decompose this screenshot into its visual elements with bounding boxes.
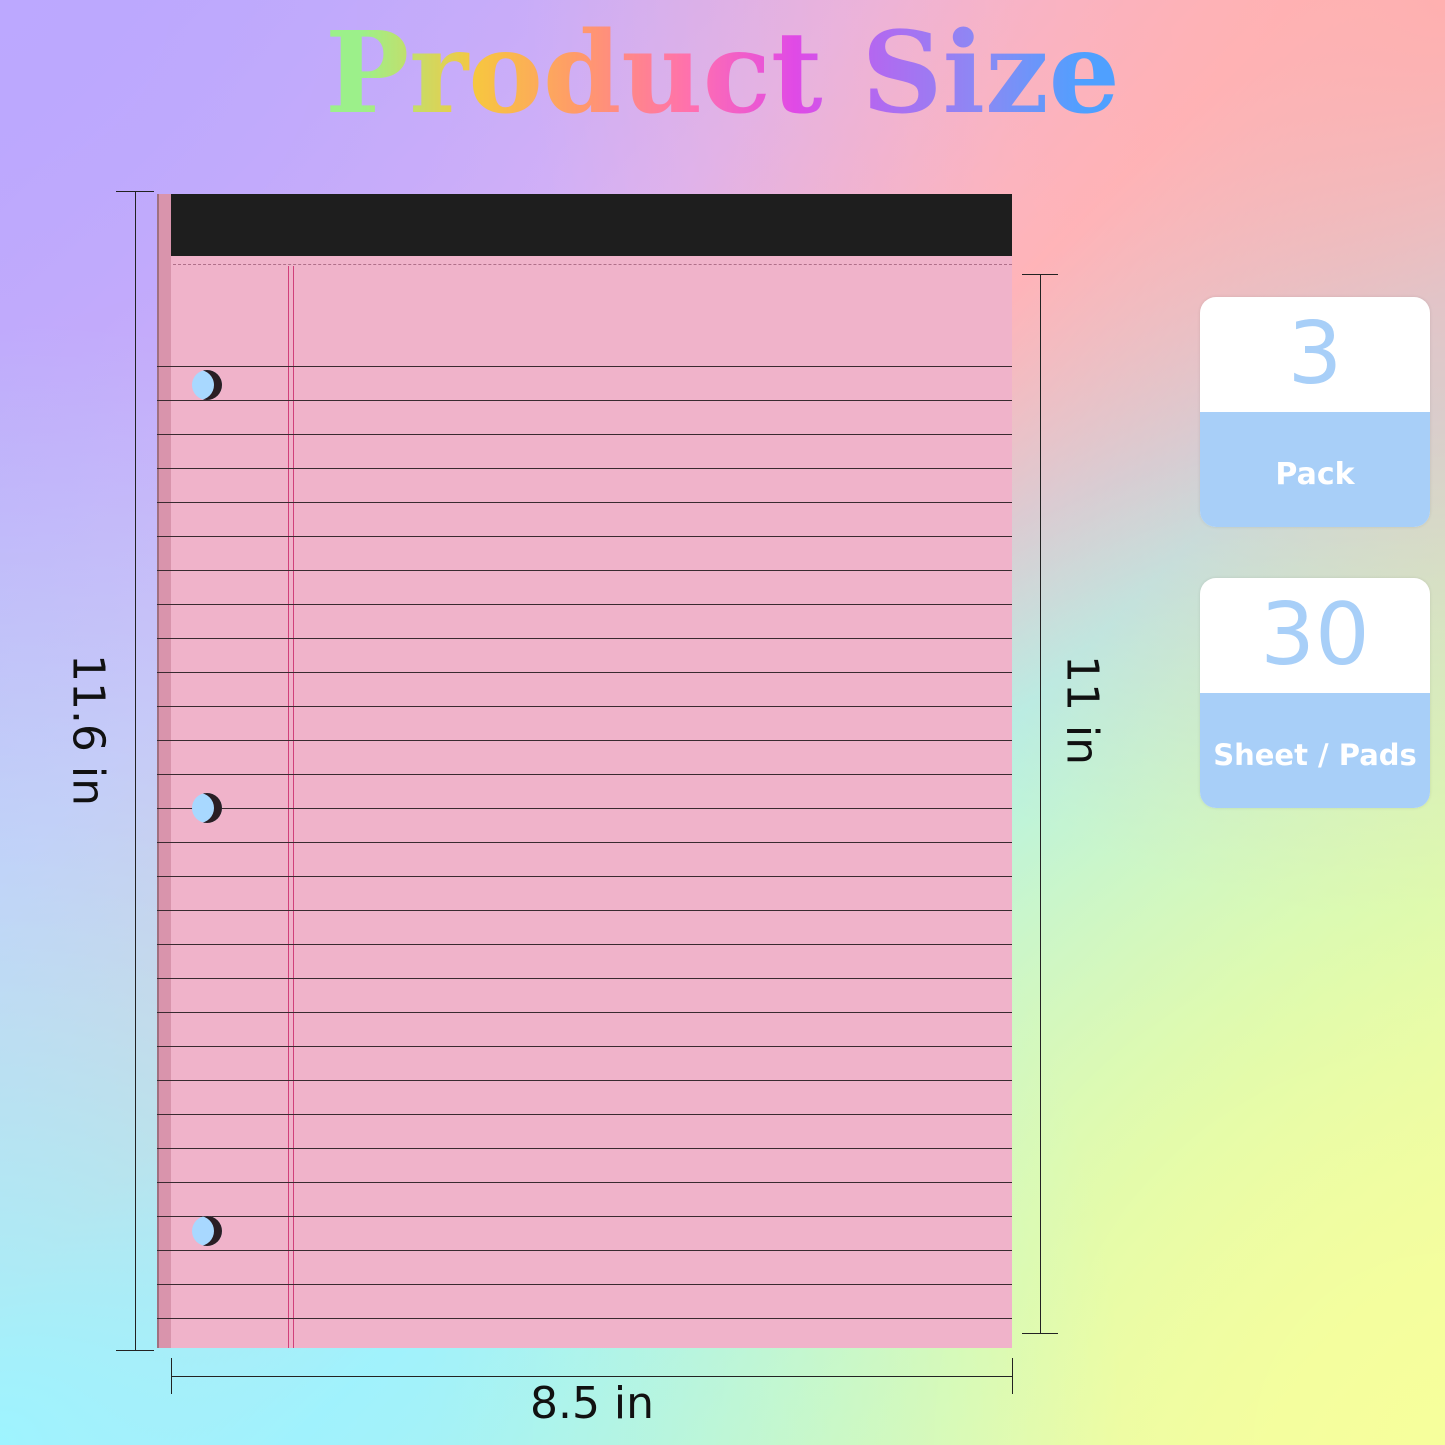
page-title: Product Size <box>0 8 1445 139</box>
notepad-image <box>157 194 1012 1348</box>
ruled-line <box>157 604 1012 605</box>
punch-hole <box>192 1216 222 1246</box>
ruled-line <box>157 774 1012 775</box>
ruled-line <box>157 740 1012 741</box>
punch-hole <box>192 793 222 823</box>
height-page-dimension-line <box>1040 275 1041 1333</box>
ruled-line <box>157 1182 1012 1183</box>
ruled-line <box>157 502 1012 503</box>
ruled-line <box>157 536 1012 537</box>
ruled-line <box>157 842 1012 843</box>
height-total-label: 11.6 in <box>62 653 114 807</box>
punch-hole <box>192 370 222 400</box>
sheet-count-value: 30 <box>1260 585 1370 685</box>
ruled-line <box>157 1080 1012 1081</box>
width-label: 8.5 in <box>529 1378 655 1429</box>
ruled-line <box>157 366 1012 367</box>
dimension-cap <box>171 1358 172 1394</box>
width-dimension-line <box>171 1376 1012 1377</box>
ruled-line <box>157 1148 1012 1149</box>
ruled-line <box>157 876 1012 877</box>
dimension-cap <box>1012 1358 1013 1394</box>
ruled-line <box>157 672 1012 673</box>
ruled-line <box>157 978 1012 979</box>
ruled-line <box>157 1216 1012 1217</box>
pack-count-value: 3 <box>1287 304 1343 404</box>
dimension-cap <box>1022 1333 1058 1334</box>
ruled-line <box>157 944 1012 945</box>
dimension-cap <box>116 1350 154 1351</box>
pack-count-card: 3 Pack <box>1200 297 1430 527</box>
pack-count-label: Pack <box>1200 412 1430 527</box>
binding-band <box>171 194 1012 256</box>
pad-spine <box>157 194 171 1348</box>
sheet-count-card: 30 Sheet / Pads <box>1200 578 1430 808</box>
ruled-line <box>157 910 1012 911</box>
ruled-line <box>157 808 1012 809</box>
ruled-line <box>157 638 1012 639</box>
ruled-line <box>157 1114 1012 1115</box>
ruled-line <box>157 1250 1012 1251</box>
sheet-count-label: Sheet / Pads <box>1200 693 1430 808</box>
ruled-line <box>157 1012 1012 1013</box>
dimension-cap <box>116 191 154 192</box>
ruled-line <box>157 434 1012 435</box>
ruled-line <box>157 468 1012 469</box>
height-total-dimension-line <box>135 192 136 1350</box>
ruled-line <box>157 706 1012 707</box>
ruled-line <box>157 1046 1012 1047</box>
dimension-cap <box>1022 274 1058 275</box>
ruled-line <box>157 570 1012 571</box>
margin-line <box>288 266 294 1348</box>
perforation-line <box>173 264 1012 265</box>
ruled-line <box>157 400 1012 401</box>
ruled-line <box>157 1284 1012 1285</box>
height-page-label: 11 in <box>1056 654 1108 766</box>
ruled-line <box>157 1318 1012 1319</box>
